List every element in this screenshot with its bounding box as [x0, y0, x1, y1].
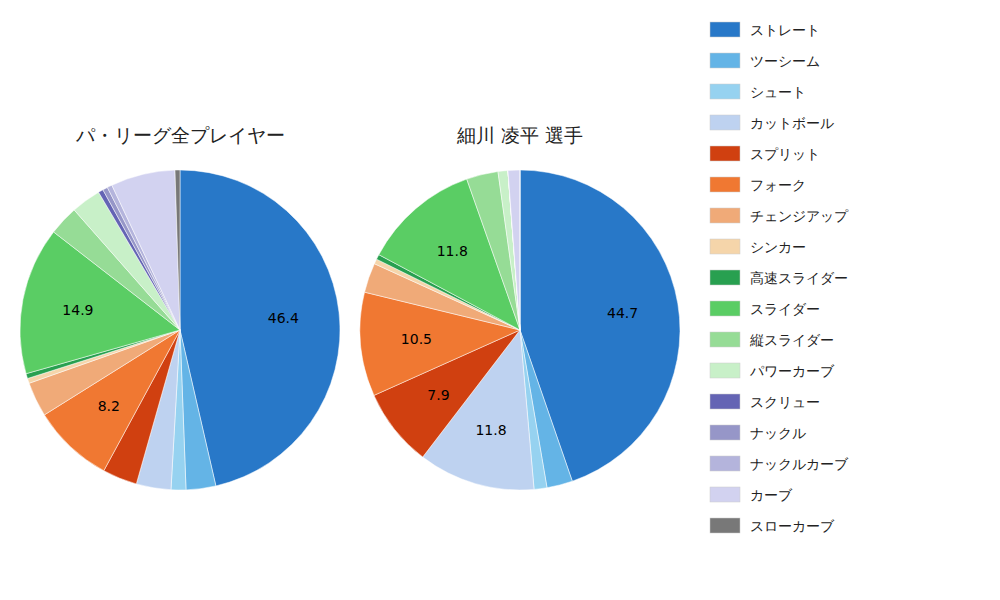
legend-item: カーブ: [710, 487, 793, 503]
data-labels: 46.4 8.2 14.9: [62, 302, 299, 414]
legend-swatch: [710, 363, 740, 378]
legend-item: チェンジアップ: [710, 208, 849, 224]
pie-title: 細川 凌平 選手: [456, 124, 583, 146]
legend-swatch: [710, 22, 740, 37]
chart-root: パ・リーグ全プレイヤー 46.4 8.2 14.9 ストレートツーシームシュートカットボ…: [0, 0, 1000, 600]
legend-label: ナックル: [750, 425, 806, 441]
legend-label: シンカー: [750, 239, 806, 255]
legend-label: ナックルカーブ: [750, 456, 849, 472]
data-label: 14.9: [62, 302, 93, 318]
legend-item: 高速スライダー: [710, 270, 848, 286]
legend-label: フォーク: [750, 177, 806, 193]
legend-swatch: [710, 177, 740, 192]
legend-swatch: [710, 518, 740, 533]
data-label: 7.9: [427, 387, 449, 403]
legend-item: フォーク: [710, 177, 806, 193]
legend-swatch: [710, 208, 740, 223]
legend-label: スクリュー: [750, 394, 820, 410]
legend-item: シンカー: [710, 239, 806, 255]
legend-swatch: [710, 332, 740, 347]
legend-swatch: [710, 239, 740, 254]
pie-slice: [180, 330, 216, 490]
legend-label: シュート: [750, 84, 806, 100]
legend-label: カットボール: [750, 115, 834, 131]
legend-item: ナックルカーブ: [710, 456, 849, 472]
legend-item: スプリット: [710, 146, 820, 162]
pie-slice: [112, 170, 180, 330]
legend-swatch: [710, 487, 740, 502]
pie-slice: [508, 170, 520, 330]
legend-swatch: [710, 425, 740, 440]
legend-swatch: [710, 456, 740, 471]
data-label: 11.8: [437, 243, 468, 259]
legend-swatch: [710, 53, 740, 68]
legend-swatch: [710, 270, 740, 285]
legend-item: パワーカーブ: [710, 363, 835, 379]
legend-label: パワーカーブ: [749, 363, 835, 379]
data-label: 8.2: [98, 398, 120, 414]
legend-item: ツーシーム: [710, 53, 820, 69]
data-label: 46.4: [268, 310, 299, 326]
data-labels: 44.7 11.8 7.9 10.5 11.8: [401, 243, 638, 438]
legend-item: シュート: [710, 84, 806, 100]
legend-label: 縦スライダー: [749, 332, 834, 348]
data-label: 44.7: [607, 305, 638, 321]
legend-label: スライダー: [750, 301, 820, 317]
pie-group: [20, 170, 340, 490]
legend-item: ナックル: [710, 425, 806, 441]
legend-label: 高速スライダー: [750, 270, 848, 286]
pie-slice: [508, 170, 520, 330]
legend-label: カーブ: [750, 487, 793, 503]
legend-label: ストレート: [750, 22, 820, 38]
legend-swatch: [710, 394, 740, 409]
legend-label: チェンジアップ: [750, 208, 849, 224]
legend-item: スクリュー: [710, 394, 820, 410]
legend-item: スローカーブ: [710, 518, 835, 534]
pie-slice: [508, 170, 520, 330]
pie-group: [360, 170, 680, 490]
legend-label: ツーシーム: [750, 53, 820, 69]
legend: ストレートツーシームシュートカットボールスプリットフォークチェンジアップシンカー…: [710, 22, 849, 534]
legend-swatch: [710, 115, 740, 130]
legend-item: カットボール: [710, 115, 834, 131]
pie-slice: [508, 170, 520, 330]
legend-item: ストレート: [710, 22, 820, 38]
pie-title: パ・リーグ全プレイヤー: [75, 124, 285, 146]
data-label: 11.8: [475, 422, 506, 438]
pie-slice: [520, 170, 521, 330]
legend-item: スライダー: [710, 301, 820, 317]
legend-item: 縦スライダー: [710, 332, 834, 348]
legend-swatch: [710, 301, 740, 316]
legend-swatch: [710, 84, 740, 99]
legend-label: スプリット: [750, 146, 820, 162]
pie-slice: [175, 170, 180, 330]
legend-swatch: [710, 146, 740, 161]
legend-label: スローカーブ: [750, 518, 835, 534]
pie-slice: [498, 170, 520, 330]
data-label: 10.5: [401, 331, 432, 347]
